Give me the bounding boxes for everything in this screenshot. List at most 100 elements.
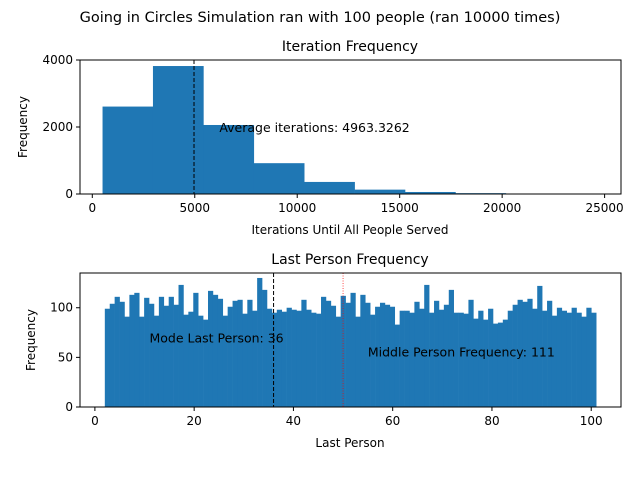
histogram-bar [345,302,351,407]
annotation-text: Average iterations: 4963.3262 [219,120,409,135]
y-tick-label: 4000 [42,53,73,67]
histogram-bar [448,289,454,407]
x-tick-label: 10000 [278,201,316,215]
x-tick-label: 40 [286,414,301,428]
histogram-bar [217,298,224,407]
histogram-bar [257,277,263,407]
histogram-bar [134,292,140,407]
histogram-bar [488,308,494,407]
histogram-bar [104,308,111,407]
histogram-bar [502,319,509,407]
histogram-bar [203,124,255,194]
histogram-bar [463,313,469,407]
y-tick-label: 100 [50,301,73,315]
histogram-bar [276,309,283,407]
histogram-bar [497,322,504,407]
histogram-bar [198,315,204,407]
y-axis-label: Frequency [24,309,38,371]
histogram-bar [556,307,563,407]
histogram-bar [409,312,415,407]
annotations: Mode Last Person: 36 Middle Person Freque… [149,331,554,360]
histogram-bars [102,66,607,194]
histogram-bar [149,303,155,407]
histogram-bar [193,292,199,407]
histogram-bar [547,300,553,407]
y-tick-label: 0 [65,187,73,201]
histogram-bar [152,66,204,194]
histogram-bar [188,311,194,407]
histogram-bar [153,315,160,407]
histogram-bar [311,312,317,407]
histogram-bar [158,296,165,407]
histogram-bar [178,284,184,407]
histogram-bar [438,309,445,407]
histogram-bar [419,308,425,407]
histogram-bar [139,316,145,407]
histogram-bar [321,296,327,407]
histogram-bar [281,311,287,407]
histogram-bar [114,296,120,407]
histogram-bar [355,316,361,407]
histogram-bar [163,305,169,407]
histogram-bar [335,316,341,407]
x-axis-ticks: 0 5000 10000 15000 20000 25000 [88,194,624,215]
histogram-bar [453,312,459,407]
y-axis-ticks: 0 2000 4000 [42,53,80,201]
histogram-bar [507,310,513,407]
histogram-bar [591,312,597,407]
x-tick-label: 80 [484,414,499,428]
histogram-bar [424,284,430,407]
histogram-bar [586,307,592,407]
histogram-bar [404,310,410,407]
histogram-bar [394,324,400,407]
histogram-bar [542,310,548,407]
x-tick-label: 20 [187,414,202,428]
y-axis-label: Frequency [16,96,30,158]
histogram-bar [266,308,273,407]
histogram-bar [354,189,406,194]
histogram-bar [566,312,572,407]
x-tick-label: 0 [91,414,99,428]
x-tick-label: 0 [88,201,96,215]
histogram-bar [262,289,268,407]
histogram-bar [291,309,297,407]
histogram-bar [252,310,258,407]
y-tick-label: 50 [58,350,73,364]
histogram-bar [208,290,214,407]
histogram-bar [102,106,154,194]
x-tick-label: 5000 [179,201,210,215]
histogram-bar [203,319,209,407]
histogram-bar [129,294,135,407]
histogram-bar [173,304,179,407]
histogram-bar [492,323,499,407]
histogram-bar [330,305,337,407]
histogram-bar [119,301,125,407]
figure-suptitle: Going in Circles Simulation ran with 100… [80,10,561,26]
histogram-bar [389,306,396,407]
x-tick-label: 25000 [586,201,624,215]
x-axis-label: Iterations Until All People Served [252,223,449,237]
histogram-bar [271,312,278,407]
y-axis-ticks: 0 50 100 [50,301,80,414]
histogram-bar [522,301,528,407]
histogram-bar [434,300,440,407]
histogram-bar [301,299,307,407]
histogram-bar [483,319,489,407]
histogram-bar [458,312,464,407]
histogram-bar [144,297,150,407]
histogram-bar [405,191,456,194]
chart-title: Last Person Frequency [271,252,428,268]
histogram-bar [316,313,322,407]
histogram-bar [360,294,366,407]
histogram-bar [527,298,533,407]
histogram-bar [429,312,435,407]
histogram-bar [183,314,189,407]
annotation-text: Mode Last Person: 36 [149,331,283,346]
histogram-bar [414,301,420,407]
histogram-bar [561,310,568,407]
plot-frame [79,272,622,408]
histogram-bar [512,304,518,407]
histogram-bars [104,277,597,407]
histogram-bar [253,163,305,194]
